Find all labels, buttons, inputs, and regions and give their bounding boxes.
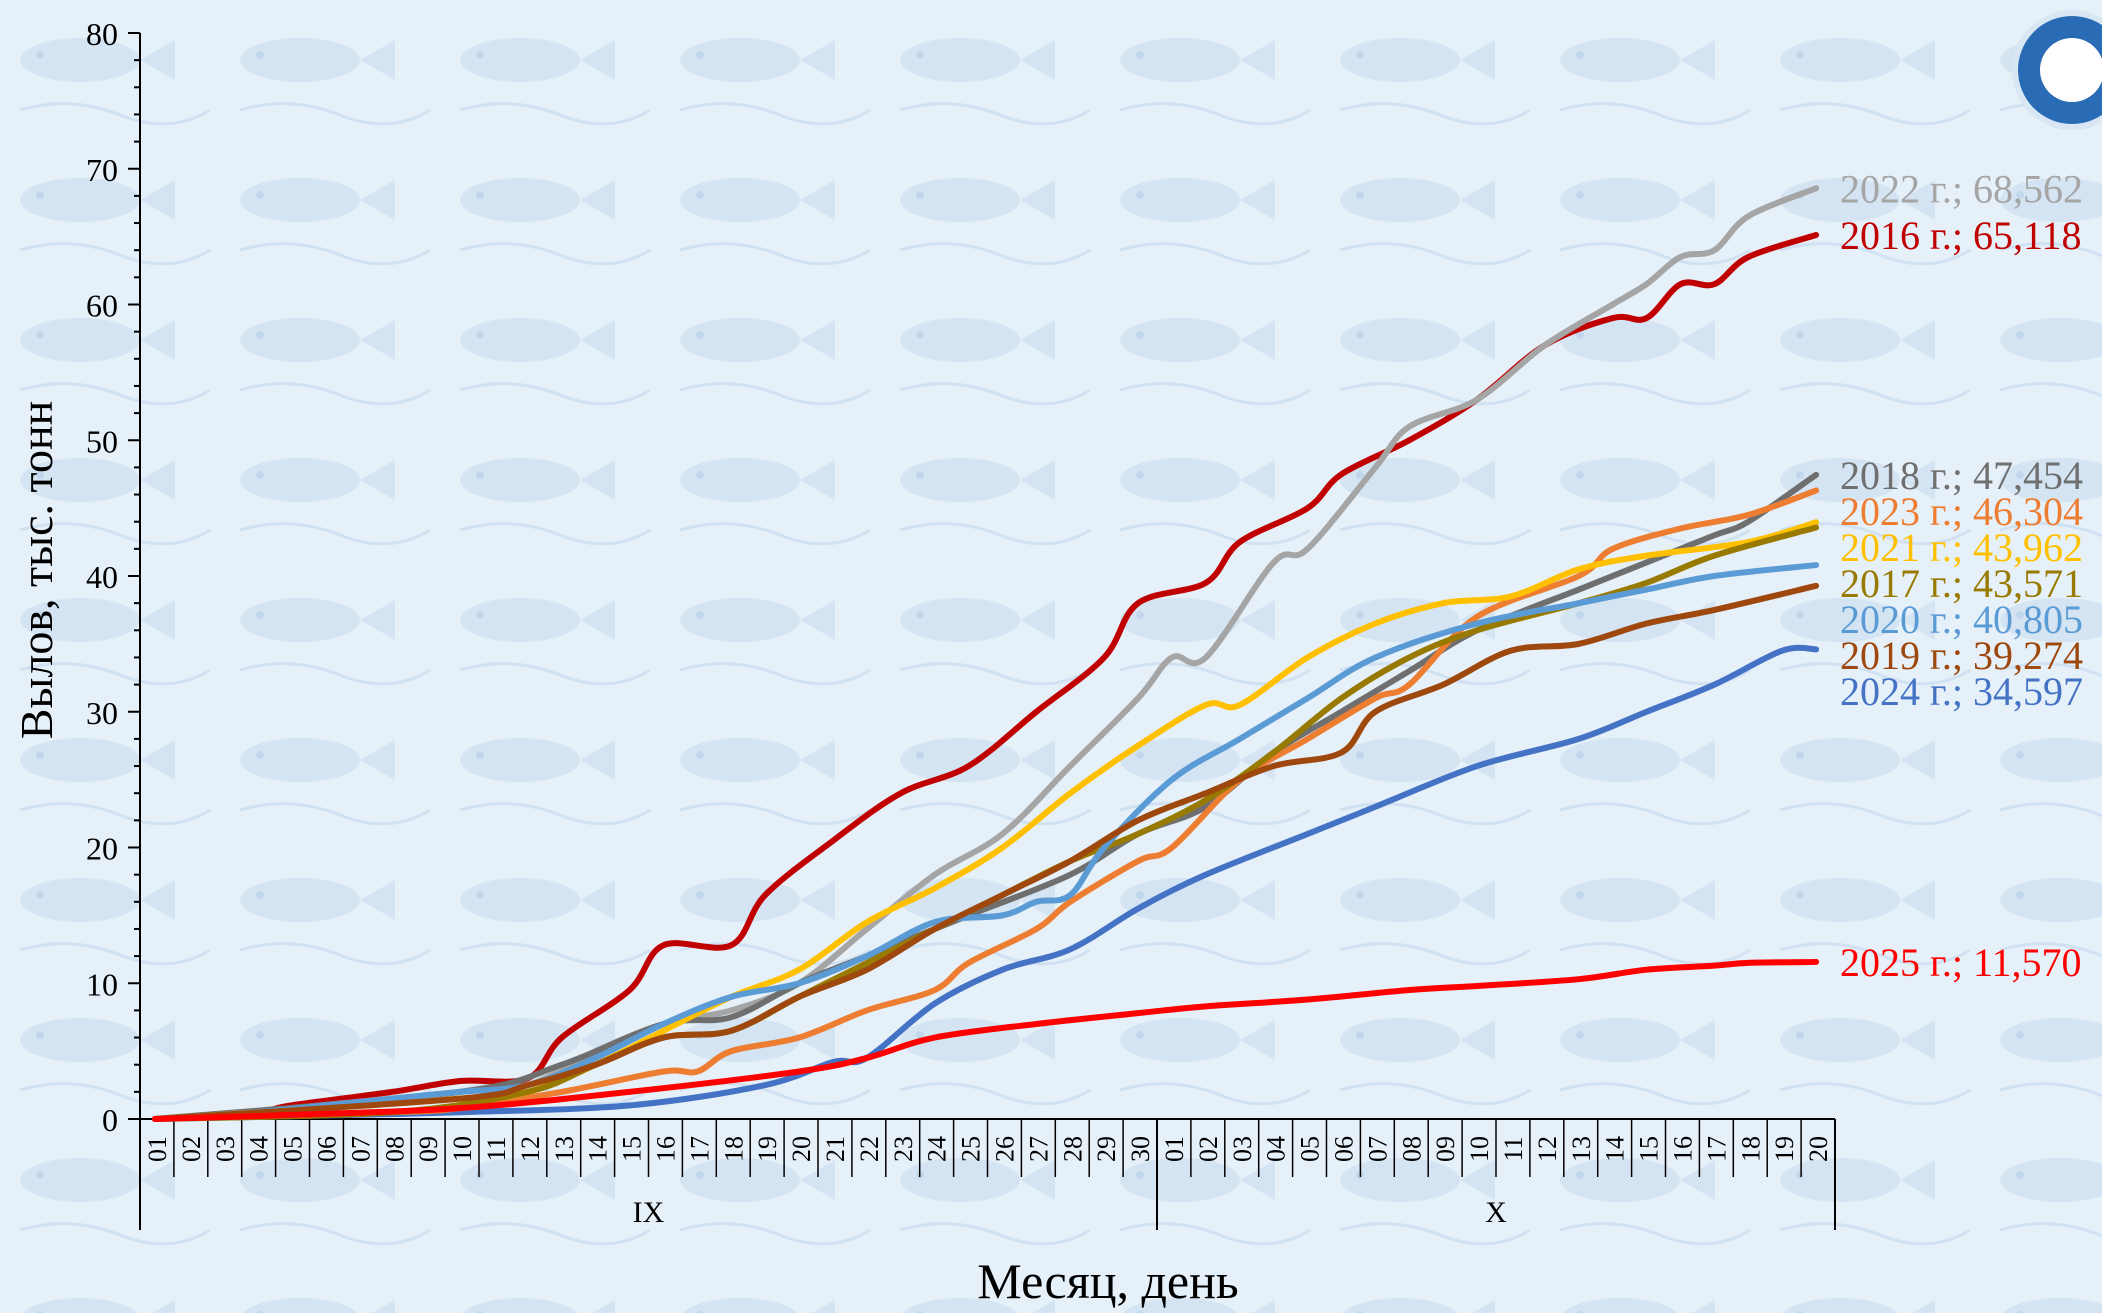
series-label-2025: 2025 г.; 11,570: [1840, 940, 2082, 985]
series-label-2017: 2017 г.; 43,571: [1840, 561, 2083, 606]
month-label: IX: [633, 1196, 665, 1229]
x-tick-label: 07: [1363, 1136, 1392, 1162]
x-tick-label: 14: [1601, 1136, 1630, 1162]
x-tick-label: 08: [380, 1136, 409, 1162]
x-tick-label: 01: [143, 1136, 172, 1162]
x-tick-label: 03: [1228, 1136, 1257, 1162]
x-tick-label: 05: [1296, 1136, 1325, 1162]
x-tick-label: 29: [1092, 1136, 1121, 1162]
x-tick-label: 25: [957, 1136, 986, 1162]
x-tick-label: 20: [1804, 1136, 1833, 1162]
x-tick-label: 17: [1702, 1136, 1731, 1162]
x-axis-label: Месяц, день: [977, 1253, 1238, 1309]
series-line-2019: [152, 582, 1820, 1122]
x-tick-label: 02: [177, 1136, 206, 1162]
x-tick-label: 20: [787, 1136, 816, 1162]
x-tick-label: 18: [719, 1136, 748, 1162]
x-tick-label: 16: [651, 1136, 680, 1162]
month-label: X: [1485, 1196, 1507, 1229]
x-tick-label: 26: [990, 1136, 1019, 1162]
y-tick-label: 40: [86, 559, 118, 595]
x-tick-label: 09: [414, 1136, 443, 1162]
x-tick-label: 30: [1126, 1136, 1155, 1162]
y-tick-label: 70: [86, 152, 118, 188]
series-label-2021: 2021 г.; 43,962: [1840, 525, 2083, 570]
x-tick-label: 15: [1635, 1136, 1664, 1162]
series-line-2023: [152, 487, 1820, 1122]
series-label-2024: 2024 г.; 34,597: [1840, 669, 2083, 714]
x-tick-label: 11: [1499, 1136, 1528, 1161]
x-tick-label: 12: [516, 1136, 545, 1162]
x-tick-label: 01: [1160, 1136, 1189, 1162]
x-tick-label: 05: [279, 1136, 308, 1162]
x-tick-label: 21: [821, 1136, 850, 1162]
x-tick-label: 07: [346, 1136, 375, 1162]
y-axis-label: Вылов, тыс. тонн: [11, 401, 62, 739]
series-line-2020: [152, 562, 1820, 1122]
x-tick-label: 19: [1770, 1136, 1799, 1162]
series-line-2025: [152, 958, 1820, 1122]
series-label-2018: 2018 г.; 47,454: [1840, 453, 2083, 498]
x-tick-label: 03: [211, 1136, 240, 1162]
x-tick-label: 24: [923, 1136, 952, 1162]
x-tick-label: 10: [1465, 1136, 1494, 1162]
x-tick-label: 12: [1533, 1136, 1562, 1162]
x-tick-label: 27: [1024, 1136, 1053, 1162]
x-tick-label: 13: [1567, 1136, 1596, 1162]
x-tick-label: 15: [618, 1136, 647, 1162]
series-line-2024: [152, 644, 1820, 1122]
y-tick-label: 80: [86, 16, 118, 52]
y-tick-label: 60: [86, 288, 118, 324]
y-tick-label: 50: [86, 423, 118, 459]
x-tick-label: 28: [1058, 1136, 1087, 1162]
y-tick-label: 20: [86, 831, 118, 867]
x-tick-label: 23: [889, 1136, 918, 1162]
y-tick-label: 10: [86, 966, 118, 1002]
x-tick-label: 16: [1668, 1136, 1697, 1162]
y-tick-label: 0: [102, 1102, 118, 1138]
series-label-2020: 2020 г.; 40,805: [1840, 597, 2083, 642]
x-tick-label: 17: [685, 1136, 714, 1162]
series-label-2022: 2022 г.; 68,562: [1840, 166, 2083, 211]
x-tick-label: 09: [1431, 1136, 1460, 1162]
x-tick-label: 06: [1329, 1136, 1358, 1162]
x-tick-label: 19: [753, 1136, 782, 1162]
x-tick-label: 10: [448, 1136, 477, 1162]
x-tick-label: 13: [550, 1136, 579, 1162]
series-line-2016: [152, 232, 1820, 1122]
x-tick-label: 22: [855, 1136, 884, 1162]
y-tick-label: 30: [86, 695, 118, 731]
x-tick-label: 11: [482, 1136, 511, 1161]
series-layer: [152, 185, 1820, 1122]
series-label-2023: 2023 г.; 46,304: [1840, 489, 2083, 534]
series-label-2019: 2019 г.; 39,274: [1840, 633, 2083, 678]
vniro-logo: [2012, 10, 2102, 130]
x-tick-label: 18: [1736, 1136, 1765, 1162]
x-tick-label: 08: [1397, 1136, 1426, 1162]
x-tick-label: 04: [1262, 1136, 1291, 1162]
series-label-2016: 2016 г.; 65,118: [1840, 213, 2082, 258]
x-tick-label: 02: [1194, 1136, 1223, 1162]
x-tick-label: 14: [584, 1136, 613, 1162]
x-tick-label: 04: [245, 1136, 274, 1162]
x-tick-label: 06: [312, 1136, 341, 1162]
